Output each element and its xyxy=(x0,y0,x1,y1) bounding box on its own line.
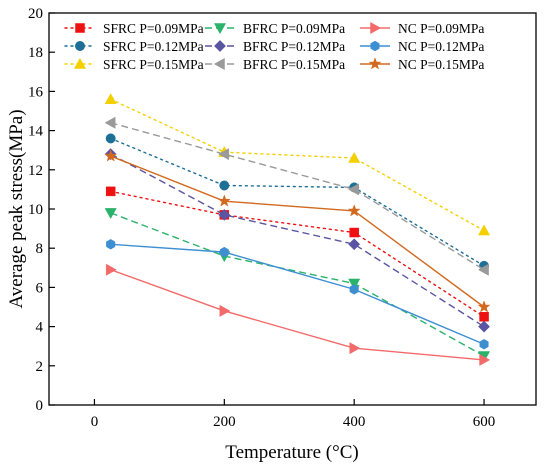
legend-marker xyxy=(370,21,382,35)
y-tick-label: 20 xyxy=(28,6,43,22)
legend-label: BFRC P=0.09MPa xyxy=(243,21,345,36)
data-point xyxy=(104,149,118,162)
legend-marker xyxy=(214,40,226,52)
legend-marker xyxy=(213,57,225,71)
data-point xyxy=(104,93,117,104)
y-axis-title: Average peak stress(MPa) xyxy=(6,109,27,308)
x-tick-label: 0 xyxy=(91,414,99,430)
legend-label: BFRC P=0.12MPa xyxy=(243,39,345,54)
data-point xyxy=(218,208,231,221)
data-point xyxy=(479,353,491,366)
y-tick-label: 10 xyxy=(28,202,43,218)
data-point xyxy=(349,342,361,355)
x-tick-label: 600 xyxy=(473,414,496,430)
legend: SFRC P=0.09MPa SFRC P=0.12MPa SFRC P=0.15M… xyxy=(64,21,484,72)
series-line xyxy=(110,153,485,328)
data-point xyxy=(217,194,231,207)
axis-ticks: 0 200 400 600 0 2 4 6 8 10 12 14 16 18 20 xyxy=(28,6,495,430)
series-sfrc-p-0-15mpa xyxy=(104,93,491,236)
legend-label: SFRC P=0.15MPa xyxy=(103,57,204,72)
series-line xyxy=(110,122,485,271)
series-nc-p-0-12mpa xyxy=(106,239,489,350)
data-point xyxy=(218,148,230,161)
data-point xyxy=(349,284,359,295)
series-line xyxy=(110,243,485,345)
data-point xyxy=(104,116,116,129)
series-nc-p-0-15mpa xyxy=(104,149,491,313)
legend-label: SFRC P=0.12MPa xyxy=(103,39,204,54)
series-line xyxy=(110,155,485,308)
legend-entry: SFRC P=0.12MPa xyxy=(64,39,204,54)
y-tick-label: 2 xyxy=(36,359,44,375)
data-point xyxy=(104,208,117,220)
legend-marker xyxy=(213,23,227,35)
y-tick-label: 18 xyxy=(28,45,43,61)
legend-label: SFRC P=0.09MPa xyxy=(103,21,204,36)
y-tick-label: 6 xyxy=(36,280,44,296)
legend-entry: BFRC P=0.12MPa xyxy=(205,39,345,54)
x-tick-label: 400 xyxy=(343,414,366,430)
series-line xyxy=(110,269,485,361)
data-point xyxy=(348,183,359,196)
data-point xyxy=(477,263,489,276)
y-tick-label: 16 xyxy=(28,84,44,100)
data-point xyxy=(219,246,229,258)
legend-entry: NC P=0.09MPa xyxy=(360,21,484,36)
data-point xyxy=(349,227,359,238)
y-tick-label: 4 xyxy=(36,320,44,336)
series-nc-p-0-09mpa xyxy=(105,263,491,366)
legend-marker xyxy=(73,57,87,69)
data-point xyxy=(105,186,116,197)
data-point xyxy=(478,224,491,236)
y-tick-label: 0 xyxy=(36,398,44,414)
legend-entry: NC P=0.12MPa xyxy=(360,39,484,54)
y-tick-label: 14 xyxy=(28,124,44,140)
data-point xyxy=(348,238,361,251)
legend-marker xyxy=(75,23,85,33)
data-point xyxy=(347,204,361,217)
legend-marker xyxy=(75,41,85,51)
data-point xyxy=(105,263,117,276)
y-tick-label: 8 xyxy=(36,241,44,257)
series-line xyxy=(109,190,485,318)
legend-label: NC P=0.15MPa xyxy=(398,57,484,72)
series-line xyxy=(109,137,485,267)
legend-entry: SFRC P=0.09MPa xyxy=(64,21,204,36)
legend-entry: BFRC P=0.15MPa xyxy=(205,57,345,72)
data-point xyxy=(479,312,489,322)
data-point xyxy=(219,304,231,317)
legend-label: BFRC P=0.15MPa xyxy=(243,57,345,72)
series-layer xyxy=(104,93,491,366)
legend-marker xyxy=(370,40,380,52)
x-axis-title: Temperature (°C) xyxy=(225,442,358,463)
y-tick-label: 12 xyxy=(28,163,43,179)
legend-marker xyxy=(368,57,382,70)
series-line xyxy=(109,98,485,232)
data-point xyxy=(348,151,361,163)
x-tick-label: 200 xyxy=(213,414,236,430)
data-point xyxy=(348,278,361,290)
data-point xyxy=(479,339,489,350)
legend-entry: NC P=0.15MPa xyxy=(360,57,484,72)
legend-entry: SFRC P=0.15MPa xyxy=(64,57,204,72)
legend-label: NC P=0.09MPa xyxy=(398,21,484,36)
data-point xyxy=(106,239,116,250)
legend-entry: BFRC P=0.09MPa xyxy=(205,21,345,36)
data-point xyxy=(219,180,230,191)
data-point xyxy=(105,133,116,144)
series-line xyxy=(110,212,485,357)
series-bfrc-p-0-15mpa xyxy=(104,116,489,276)
data-point xyxy=(477,300,491,313)
data-point xyxy=(478,320,491,333)
legend-label: NC P=0.12MPa xyxy=(398,39,484,54)
